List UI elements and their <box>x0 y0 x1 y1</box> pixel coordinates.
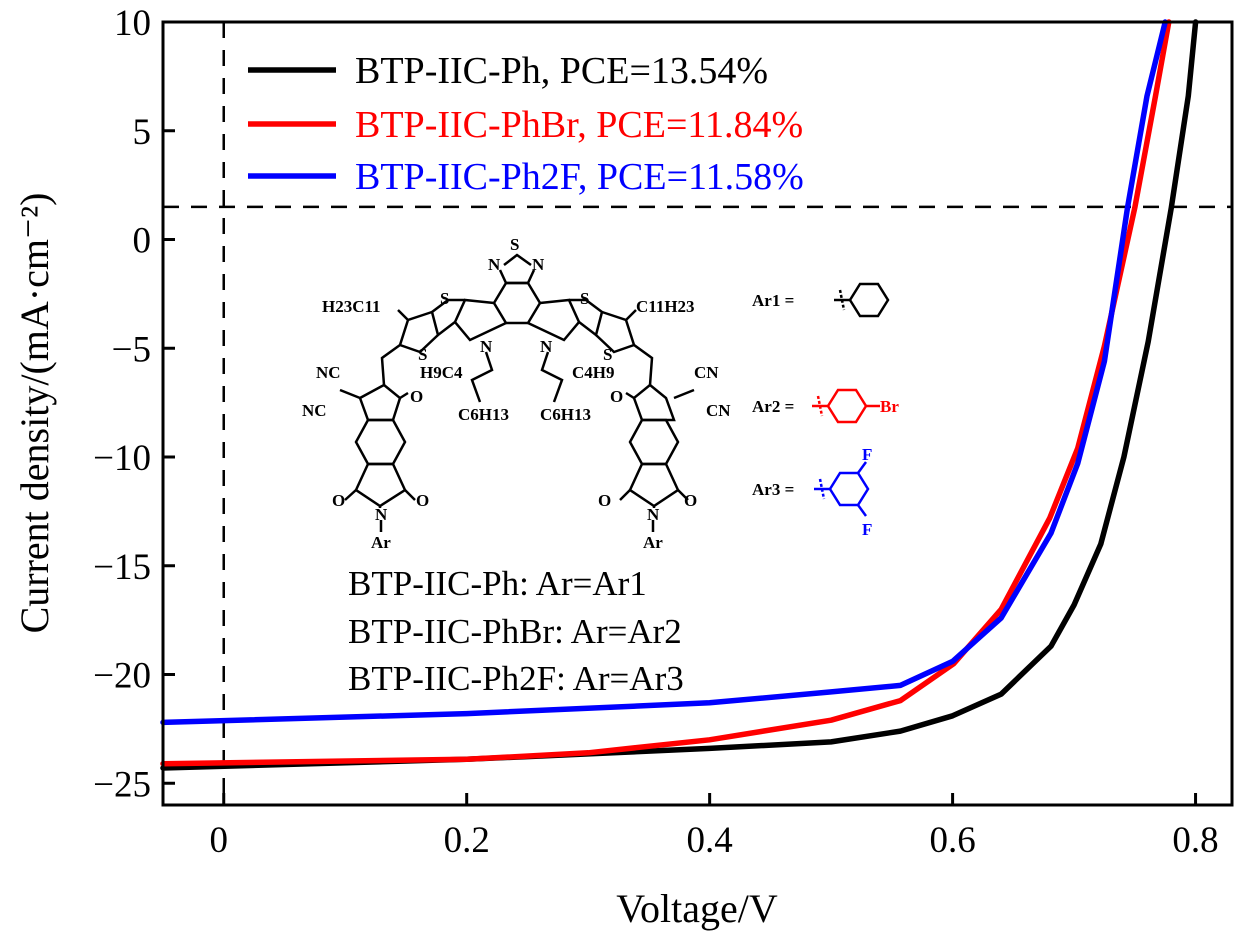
atom-label: S <box>510 235 519 254</box>
atom-label: O <box>410 387 423 406</box>
legend-entry: BTP-IIC-Ph2F, PCE=11.58% <box>355 156 804 198</box>
series-line-2 <box>160 19 1168 726</box>
atom-label: S <box>580 289 589 308</box>
y-tick-label: 10 <box>114 3 151 44</box>
substituent-label: Ar2 = <box>752 397 794 416</box>
compound-label: BTP-IIC-Ph2F: Ar=Ar3 <box>348 659 684 698</box>
atom-label: N <box>532 255 545 274</box>
x-tick-label: 0 <box>209 820 228 861</box>
difluorophenyl-ring <box>814 461 870 517</box>
atom-label: Ar <box>643 533 663 552</box>
y-tick-label: 5 <box>133 112 152 153</box>
atom-label: S <box>440 289 449 308</box>
y-tick-label: −5 <box>112 329 151 370</box>
curves <box>160 19 1199 771</box>
atom-label: S <box>603 345 612 364</box>
y-tick-label: 0 <box>133 221 152 262</box>
x-tick-label: 0.2 <box>444 820 490 861</box>
x-tick-label: 0.4 <box>687 820 733 861</box>
legend-entry: BTP-IIC-Ph, PCE=13.54% <box>355 50 768 92</box>
y-tick-label: −15 <box>93 547 151 588</box>
plot-frame <box>161 20 1234 807</box>
atom-label: F <box>862 520 872 539</box>
x-tick-label: 0.8 <box>1172 820 1218 861</box>
y-tick-label: −20 <box>93 656 151 697</box>
substituent-label: Ar1 = <box>752 291 794 310</box>
legend: BTP-IIC-Ph, PCE=13.54% BTP-IIC-PhBr, PCE=… <box>248 50 804 198</box>
y-tick-label: −25 <box>93 764 151 805</box>
side-chain-label: H23C11 <box>322 297 381 316</box>
atom-label: CN <box>706 401 731 420</box>
compound-label: BTP-IIC-PhBr: Ar=Ar2 <box>348 612 682 651</box>
molecule-structure: S N N S S S S N N H23C11 C11H23 H9C4 C4H… <box>302 235 899 552</box>
atom-label: S <box>418 345 427 364</box>
atom-label: Ar <box>371 533 391 552</box>
side-chain-label: C6H13 <box>458 405 509 424</box>
x-axis: 0 0.2 0.4 0.6 0.8 <box>209 793 1219 861</box>
y-axis: 10 5 0 −5 −10 −15 −20 −25 <box>93 3 175 805</box>
atom-label: O <box>332 491 345 510</box>
side-chain-label: C6H13 <box>540 405 591 424</box>
reference-lines <box>163 22 1232 805</box>
substituent-label: Ar3 = <box>752 480 794 499</box>
atom-label: CN <box>694 363 719 382</box>
x-axis-label: Voltage/V <box>616 886 778 931</box>
x-tick-label: 0.6 <box>929 820 975 861</box>
y-axis-label: Current density/(mA·cm⁻²) <box>12 193 57 634</box>
atom-label: O <box>598 491 611 510</box>
atom-label: NC <box>302 401 327 420</box>
atom-label: N <box>647 505 660 524</box>
series-line-0 <box>160 19 1199 771</box>
atom-label: N <box>480 337 493 356</box>
side-chain-label: C4H9 <box>572 363 615 382</box>
atom-label: O <box>684 491 697 510</box>
atom-label: N <box>488 255 501 274</box>
atom-label: N <box>540 337 553 356</box>
atom-label: O <box>416 491 429 510</box>
bromophenyl-ring <box>812 388 880 424</box>
phenyl-ring <box>834 282 890 318</box>
atom-label: N <box>375 505 388 524</box>
y-tick-label: −10 <box>93 438 151 479</box>
side-chain-label: C11H23 <box>636 297 695 316</box>
compound-labels: BTP-IIC-Ph: Ar=Ar1 BTP-IIC-PhBr: Ar=Ar2 … <box>348 564 684 698</box>
atom-label: Br <box>880 397 899 416</box>
atom-label: NC <box>316 363 341 382</box>
compound-label: BTP-IIC-Ph: Ar=Ar1 <box>348 564 647 603</box>
legend-entry: BTP-IIC-PhBr, PCE=11.84% <box>355 104 803 146</box>
atom-label: F <box>862 445 872 464</box>
atom-label: O <box>610 387 623 406</box>
side-chain-label: H9C4 <box>420 363 463 382</box>
